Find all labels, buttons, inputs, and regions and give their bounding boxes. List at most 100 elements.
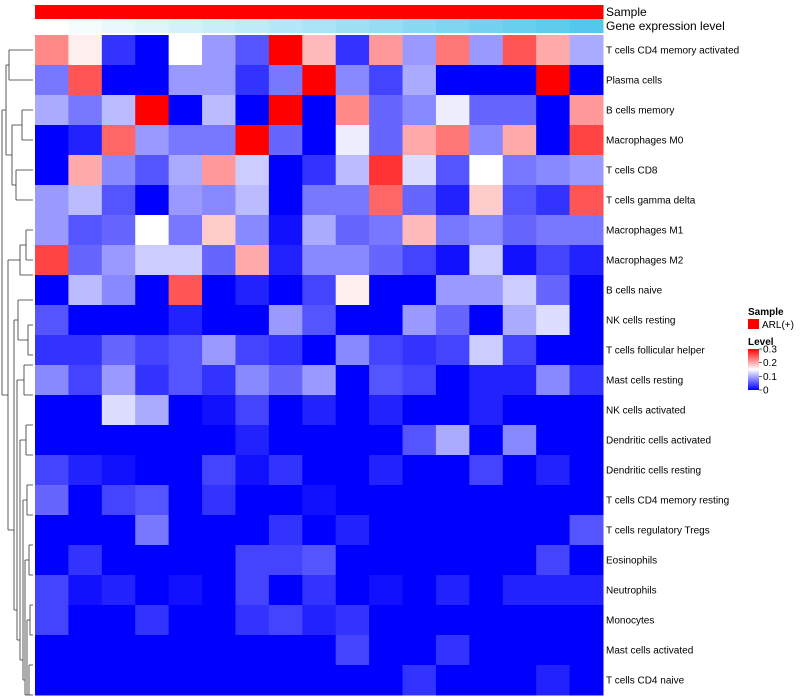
heatmap-cell <box>101 635 136 666</box>
heatmap-cell <box>335 125 370 156</box>
heatmap-cell <box>68 575 103 606</box>
heatmap-cell <box>68 605 103 636</box>
heatmap-cell <box>302 425 337 456</box>
row-label: T cells regulatory Tregs <box>606 526 710 537</box>
heatmap-cell <box>235 185 270 216</box>
heatmap-cell <box>168 575 203 606</box>
heatmap-cell <box>268 515 303 546</box>
heatmap-cell <box>536 575 571 606</box>
row-label: Neutrophils <box>606 586 657 597</box>
heatmap-cell <box>35 35 69 66</box>
heatmap-cell <box>469 65 504 96</box>
heatmap-cell <box>502 125 537 156</box>
heatmap-cell <box>235 245 270 276</box>
gene-expression-annotation-cell <box>135 19 170 33</box>
heatmap-cell <box>302 335 337 366</box>
heatmap-cell <box>402 305 437 336</box>
heatmap-cell <box>302 35 337 66</box>
heatmap-cell <box>168 425 203 456</box>
row-label: Mast cells resting <box>606 376 683 387</box>
gene-expression-annotation-cell <box>369 19 404 33</box>
heatmap-cell <box>536 635 571 666</box>
heatmap-cell <box>68 665 103 696</box>
heatmap-cell <box>569 35 604 66</box>
heatmap-cell <box>435 35 470 66</box>
heatmap-cell <box>435 155 470 186</box>
sample-annotation-cell <box>235 5 270 19</box>
heatmap-cell <box>268 155 303 186</box>
sample-annotation-cell <box>469 5 504 19</box>
heatmap-cell <box>35 665 69 696</box>
heatmap-cell <box>268 335 303 366</box>
heatmap-cell <box>202 515 236 546</box>
heatmap-cell <box>469 335 504 366</box>
heatmap-cell <box>135 215 170 246</box>
heatmap-cell <box>369 185 404 216</box>
heatmap-cell <box>469 425 504 456</box>
heatmap-cell <box>202 95 236 126</box>
heatmap-cell <box>469 395 504 426</box>
gene-expression-annotation-cell <box>35 19 69 33</box>
heatmap-cell <box>435 275 470 306</box>
heatmap-cell <box>101 365 136 396</box>
heatmap-cell <box>335 455 370 486</box>
heatmap-cell <box>235 605 270 636</box>
heatmap-cell <box>502 65 537 96</box>
heatmap-cell <box>435 245 470 276</box>
heatmap-cell <box>168 245 203 276</box>
heatmap-cell <box>35 95 69 126</box>
heatmap-cell <box>536 365 571 396</box>
heatmap-cell <box>402 95 437 126</box>
heatmap-cell <box>68 275 103 306</box>
heatmap-cells <box>35 35 604 696</box>
dendrogram <box>1 49 33 696</box>
heatmap-cell <box>168 515 203 546</box>
heatmap-cell <box>569 95 604 126</box>
heatmap-cell <box>435 215 470 246</box>
heatmap-cell <box>268 575 303 606</box>
gene-expression-annotation-cell <box>502 19 537 33</box>
heatmap-cell <box>101 485 136 516</box>
heatmap-cell <box>435 665 470 696</box>
heatmap-cell <box>335 485 370 516</box>
heatmap-cell <box>302 155 337 186</box>
heatmap-cell <box>469 215 504 246</box>
heatmap-cell <box>469 485 504 516</box>
heatmap-cell <box>202 35 236 66</box>
gene-expression-annotation-cell <box>101 19 136 33</box>
heatmap-cell <box>402 455 437 486</box>
heatmap-cell <box>536 545 571 576</box>
heatmap-cell <box>202 155 236 186</box>
heatmap-cell <box>536 335 571 366</box>
heatmap-cell <box>502 185 537 216</box>
legend-tick-label: 0.2 <box>763 358 777 369</box>
legend-level-ticks: 0.3 0.2 0.1 0 <box>759 345 777 397</box>
gene-expression-annotation-cell <box>202 19 236 33</box>
heatmap-cell <box>101 245 136 276</box>
heatmap-cell <box>202 605 236 636</box>
gene-expression-annotation-cell <box>402 19 437 33</box>
heatmap-cell <box>402 245 437 276</box>
heatmap-cell <box>268 125 303 156</box>
heatmap-cell <box>402 185 437 216</box>
row-labels: T cells CD4 memory activated Plasma cells… <box>606 46 739 687</box>
heatmap-cell <box>35 155 69 186</box>
heatmap-cell <box>135 515 170 546</box>
heatmap-cell <box>202 275 236 306</box>
heatmap-cell <box>469 125 504 156</box>
heatmap-cell <box>101 665 136 696</box>
heatmap-cell <box>502 425 537 456</box>
heatmap-cell <box>536 275 571 306</box>
row-label: T cells follicular helper <box>606 346 705 357</box>
heatmap-cell <box>469 575 504 606</box>
row-label: T cells CD4 memory resting <box>606 496 729 507</box>
heatmap-cell <box>369 95 404 126</box>
heatmap-cell <box>335 215 370 246</box>
heatmap-cell <box>202 335 236 366</box>
heatmap-cell <box>536 665 571 696</box>
heatmap-cell <box>268 245 303 276</box>
heatmap-cell <box>101 185 136 216</box>
heatmap-cell <box>435 395 470 426</box>
heatmap-cell <box>469 95 504 126</box>
heatmap-cell <box>302 95 337 126</box>
